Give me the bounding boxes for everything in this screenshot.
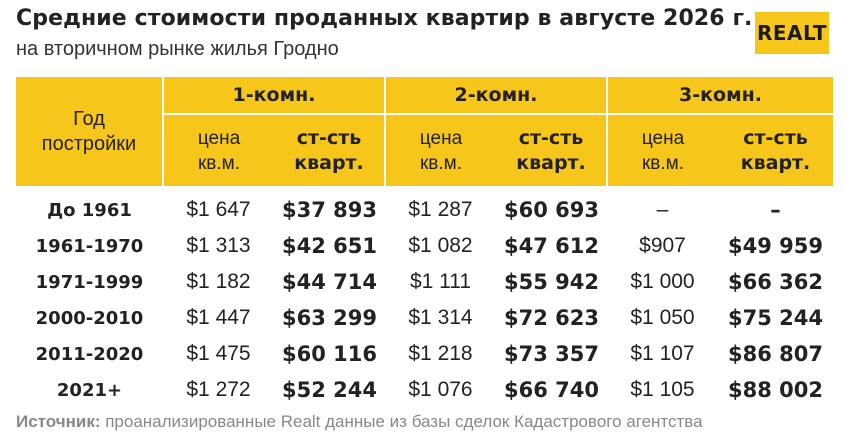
total-cell: $49 959	[728, 234, 823, 258]
price-cell: $1 082	[408, 234, 473, 257]
price-cell: $1 107	[630, 342, 695, 365]
price-cell: –	[656, 198, 669, 221]
price-cell: $907	[639, 234, 686, 257]
sub-header-total-3room: ст-сть кварт.	[718, 114, 833, 186]
price-cell: $1 050	[630, 306, 695, 329]
price-cell: $1 647	[186, 198, 251, 221]
price-cell: $1 111	[409, 270, 472, 293]
table-row: 2000-2010 $1 447 $63 299 $1 314 $72 623 …	[16, 300, 833, 336]
total-cell: $66 362	[728, 270, 823, 294]
price-cell: $1 314	[408, 306, 473, 329]
table-row: 1971-1999 $1 182 $44 714 $1 111 $55 942 …	[16, 264, 833, 300]
table-row: 1961-1970 $1 313 $42 651 $1 082 $47 612 …	[16, 228, 833, 264]
total-cell: $88 002	[728, 378, 823, 402]
total-cell: $37 893	[282, 198, 377, 222]
price-cell: $1 313	[186, 234, 251, 257]
total-cell: $44 714	[282, 270, 377, 294]
group-header-row: Год постройки 1-комн. 2-комн. 3-комн.	[16, 77, 833, 186]
price-cell: $1 076	[408, 378, 473, 401]
year-column-header: Год постройки	[16, 77, 164, 186]
total-cell: $73 357	[504, 342, 599, 366]
realt-logo: REALT	[755, 12, 829, 54]
total-cell: $47 612	[504, 234, 599, 258]
total-cell: $42 651	[282, 234, 377, 258]
source-label: Источник:	[16, 412, 101, 431]
year-cell: 1971-1999	[35, 271, 144, 293]
price-cell: $1 447	[186, 306, 251, 329]
sub-header-price-2room: цена кв.м.	[385, 114, 496, 186]
total-cell: $55 942	[504, 270, 599, 294]
price-cell: $1 287	[408, 198, 473, 221]
logo-text: REALT	[756, 21, 828, 45]
year-cell: До 1961	[47, 199, 132, 221]
sub-header-total-2room: ст-сть кварт.	[496, 114, 608, 186]
total-cell: $52 244	[282, 378, 377, 402]
sub-header-price-1room: цена кв.м.	[163, 114, 274, 186]
table-row: До 1961 $1 647 $37 893 $1 287 $60 693 – …	[16, 186, 833, 228]
total-cell: $66 740	[504, 378, 599, 402]
group-header-2room: 2-комн.	[385, 77, 608, 114]
table-row: 2021+ $1 272 $52 244 $1 076 $66 740 $1 1…	[16, 372, 833, 408]
price-cell: $1 182	[186, 270, 251, 293]
total-cell: $60 693	[504, 198, 599, 222]
price-cell: $1 000	[630, 270, 695, 293]
sub-header-total-1room: ст-сть кварт.	[274, 114, 386, 186]
group-header-1room: 1-комн.	[163, 77, 386, 114]
group-header-3room: 3-комн.	[607, 77, 833, 114]
price-table: Год постройки 1-комн. 2-комн. 3-комн. цен…	[16, 77, 833, 408]
year-cell: 2011-2020	[35, 343, 144, 365]
page-title: Средние стоимости проданных квартир в ав…	[16, 6, 753, 31]
year-cell: 2000-2010	[35, 307, 144, 329]
price-cell: $1 272	[186, 378, 251, 401]
total-cell: $72 623	[504, 306, 599, 330]
price-cell: $1 105	[630, 378, 695, 401]
source-note: Источник: проанализированные Realt данны…	[16, 412, 703, 432]
total-cell: $60 116	[282, 342, 377, 366]
total-cell: $75 244	[728, 306, 823, 330]
year-cell: 1961-1970	[35, 235, 144, 257]
price-cell: $1 218	[408, 342, 473, 365]
total-cell: –	[770, 198, 781, 222]
total-cell: $63 299	[282, 306, 377, 330]
source-text: проанализированные Realt данные из базы …	[100, 412, 703, 431]
page-subtitle: на вторичном рынке жилья Гродно	[16, 38, 339, 60]
year-cell: 2021+	[56, 379, 123, 401]
sub-header-row: цена кв.м. ст-сть кварт. цена кв.м. ст-сть к…	[16, 114, 833, 186]
table-row: 2011-2020 $1 475 $60 116 $1 218 $73 357 …	[16, 336, 833, 372]
price-cell: $1 475	[186, 342, 251, 365]
sub-header-price-3room: цена кв.м.	[607, 114, 718, 186]
total-cell: $86 807	[728, 342, 823, 366]
